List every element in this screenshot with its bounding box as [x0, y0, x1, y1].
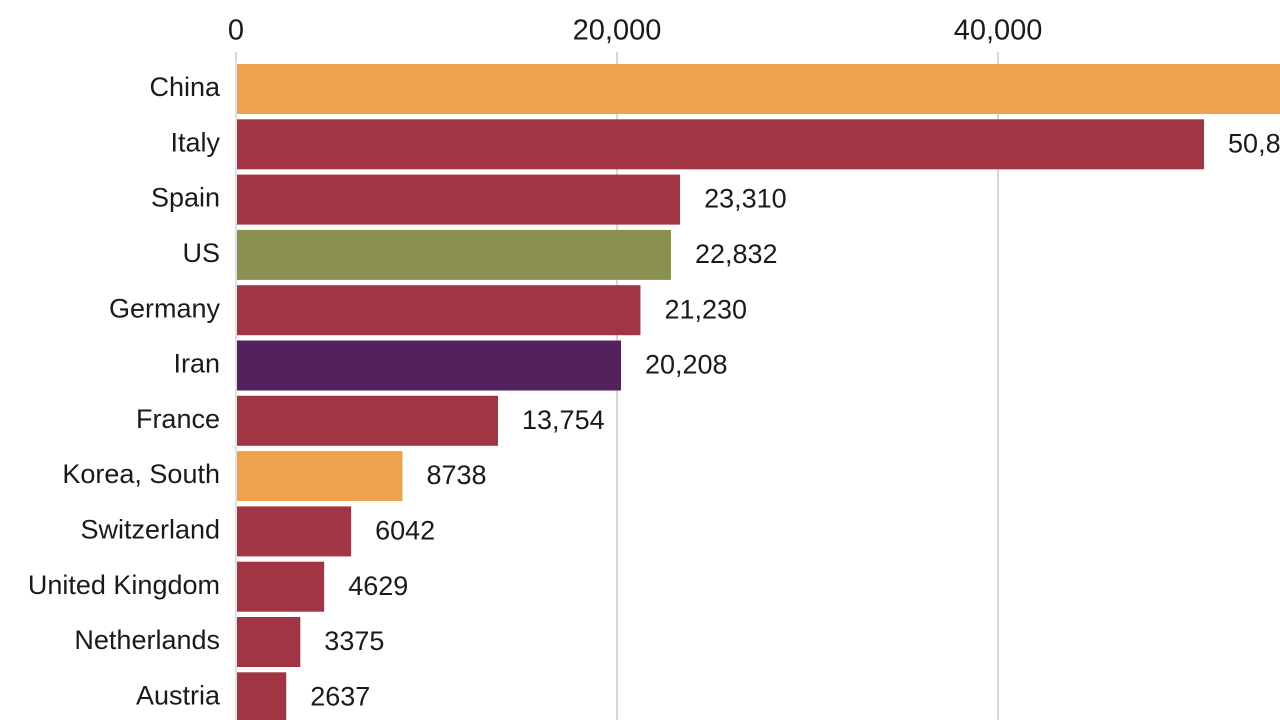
bar [236, 451, 403, 502]
bar [236, 506, 352, 557]
category-label: Iran [173, 349, 220, 379]
bar [236, 229, 671, 280]
value-label: 21,230 [664, 294, 747, 324]
category-label: Italy [170, 127, 220, 157]
bar [236, 672, 287, 720]
value-label: 20,208 [645, 350, 728, 380]
bar [236, 174, 681, 225]
value-label: 13,754 [522, 405, 605, 435]
value-label: 2637 [310, 681, 370, 711]
category-label: China [149, 72, 221, 102]
bar [236, 119, 1205, 170]
category-label: US [182, 238, 220, 268]
bar [236, 617, 301, 667]
value-label: 8738 [426, 460, 486, 490]
x-tick-label: 0 [228, 15, 244, 47]
x-tick-label: 20,000 [573, 15, 662, 47]
bar [236, 340, 621, 391]
x-tick-label: 40,000 [954, 15, 1043, 47]
bar [236, 395, 499, 446]
category-label: Netherlands [74, 625, 220, 655]
value-label: 3375 [324, 626, 384, 656]
category-label: United Kingdom [28, 570, 220, 600]
category-label: Austria [136, 680, 221, 710]
value-label: 6042 [375, 516, 435, 546]
value-label: 4629 [348, 571, 408, 601]
bar [236, 64, 1280, 114]
category-label: Spain [151, 183, 220, 213]
bar [236, 561, 325, 612]
category-label: Germany [109, 293, 221, 323]
bar [236, 285, 641, 336]
value-label: 23,310 [704, 184, 787, 214]
value-label: 50,8 [1228, 128, 1280, 158]
value-label: 22,832 [695, 239, 778, 269]
category-label: Switzerland [80, 515, 220, 545]
category-label: Korea, South [62, 459, 220, 489]
category-label: France [136, 404, 220, 434]
